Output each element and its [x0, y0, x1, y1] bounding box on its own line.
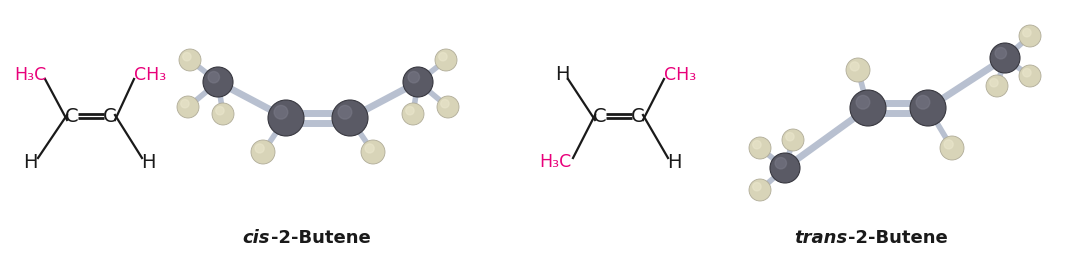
Circle shape: [332, 100, 368, 136]
Text: H₃C: H₃C: [14, 66, 47, 84]
Circle shape: [361, 140, 385, 164]
Circle shape: [995, 47, 1007, 59]
Circle shape: [365, 144, 374, 153]
Circle shape: [1019, 65, 1041, 87]
Circle shape: [910, 90, 946, 126]
Text: trans: trans: [794, 229, 847, 247]
Text: H: H: [667, 153, 681, 171]
Circle shape: [216, 106, 225, 115]
Circle shape: [179, 49, 201, 71]
Circle shape: [786, 133, 794, 141]
Text: cis: cis: [243, 229, 270, 247]
Circle shape: [441, 99, 449, 108]
Circle shape: [940, 136, 963, 160]
Circle shape: [916, 95, 930, 109]
Circle shape: [775, 157, 787, 169]
Circle shape: [1023, 69, 1031, 77]
Circle shape: [268, 100, 304, 136]
Circle shape: [212, 103, 234, 125]
Text: C: C: [631, 106, 644, 126]
Circle shape: [753, 141, 761, 149]
Text: -2-Butene: -2-Butene: [271, 229, 371, 247]
Circle shape: [203, 67, 233, 97]
Text: H: H: [141, 153, 155, 171]
Circle shape: [749, 137, 771, 159]
Text: C: C: [103, 106, 117, 126]
Circle shape: [403, 103, 424, 125]
Text: H: H: [554, 66, 570, 84]
Circle shape: [408, 71, 420, 83]
Circle shape: [986, 75, 1008, 97]
Circle shape: [749, 179, 771, 201]
Circle shape: [406, 106, 414, 115]
Circle shape: [182, 53, 191, 61]
Circle shape: [856, 95, 870, 109]
Circle shape: [181, 99, 189, 108]
Circle shape: [435, 49, 457, 71]
Circle shape: [990, 78, 998, 87]
Circle shape: [275, 105, 288, 119]
Text: CH₃: CH₃: [133, 66, 166, 84]
Circle shape: [251, 140, 275, 164]
Circle shape: [850, 62, 859, 71]
Circle shape: [438, 53, 447, 61]
Text: C: C: [593, 106, 607, 126]
Circle shape: [753, 183, 761, 191]
Circle shape: [403, 67, 433, 97]
Circle shape: [770, 153, 800, 183]
Circle shape: [944, 140, 954, 149]
Circle shape: [990, 43, 1020, 73]
Circle shape: [208, 71, 219, 83]
Text: -2-Butene: -2-Butene: [848, 229, 948, 247]
Text: H₃C: H₃C: [539, 153, 571, 171]
Circle shape: [1023, 28, 1031, 37]
Circle shape: [846, 58, 870, 82]
Text: CH₃: CH₃: [664, 66, 697, 84]
Circle shape: [437, 96, 459, 118]
Text: H: H: [23, 153, 37, 171]
Circle shape: [177, 96, 199, 118]
Circle shape: [1019, 25, 1041, 47]
Circle shape: [850, 90, 886, 126]
Circle shape: [255, 144, 265, 153]
Circle shape: [339, 105, 352, 119]
Text: C: C: [65, 106, 79, 126]
Circle shape: [782, 129, 804, 151]
